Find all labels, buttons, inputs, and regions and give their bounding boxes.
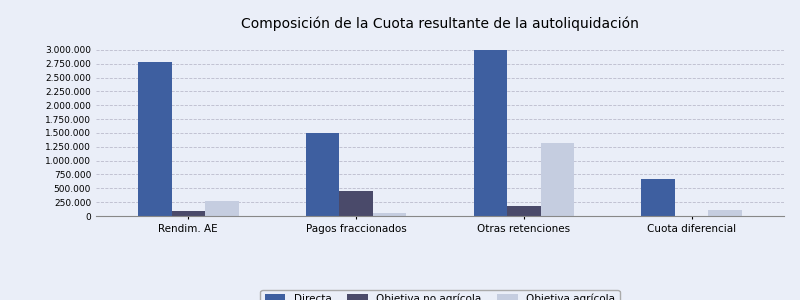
- Bar: [339, 191, 373, 216]
- Bar: [709, 210, 742, 216]
- Bar: [474, 50, 507, 216]
- Bar: [306, 133, 339, 216]
- Legend: Directa, Objetiva no agrícola, Objetiva agrícola: Directa, Objetiva no agrícola, Objetiva …: [261, 290, 619, 300]
- Bar: [205, 201, 238, 216]
- Title: Composición de la Cuota resultante de la autoliquidación: Composición de la Cuota resultante de la…: [241, 16, 639, 31]
- Bar: [507, 206, 541, 216]
- Bar: [171, 211, 205, 216]
- Bar: [642, 179, 675, 216]
- Bar: [138, 62, 171, 216]
- Bar: [373, 213, 406, 216]
- Bar: [541, 143, 574, 216]
- Bar: [675, 216, 709, 218]
